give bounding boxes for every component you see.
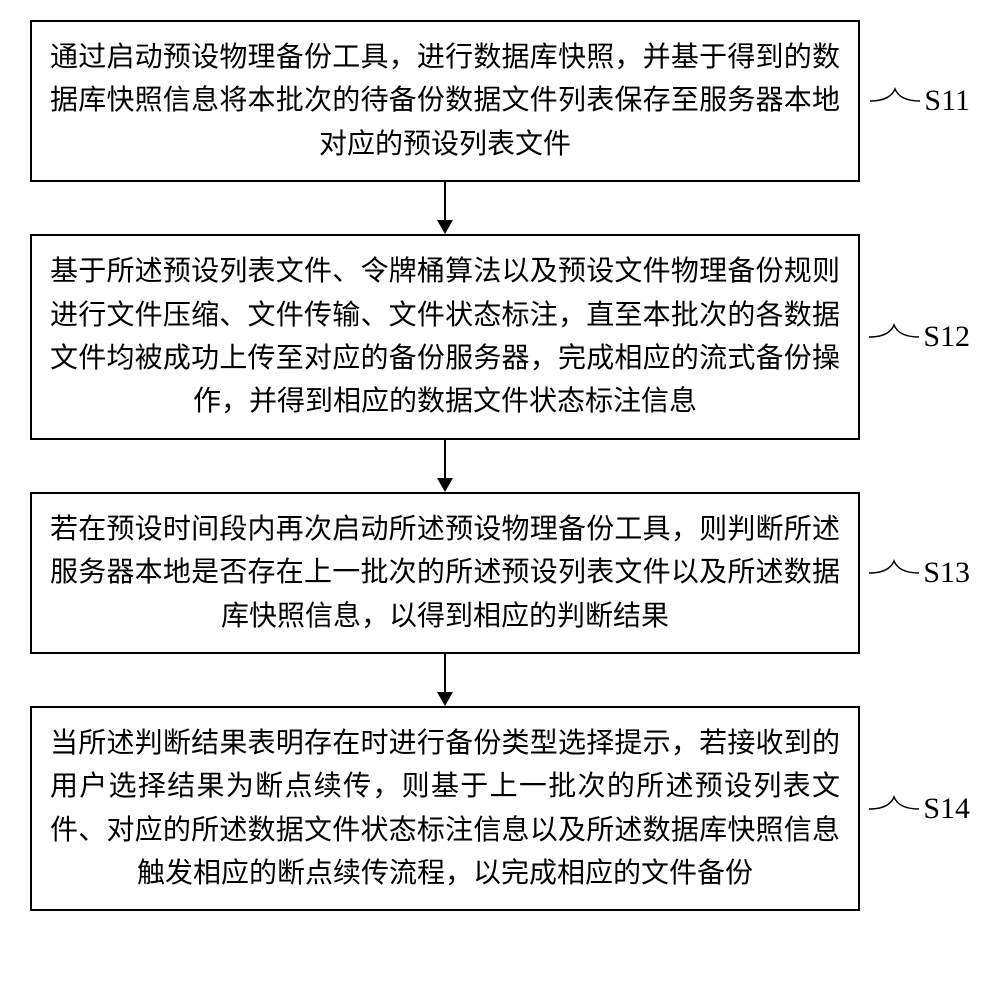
flowchart-step: 当所述判断结果表明存在时进行备份类型选择提示，若接收到的用户选择结果为断点续传，… bbox=[30, 706, 970, 912]
step-box-s14: 当所述判断结果表明存在时进行备份类型选择提示，若接收到的用户选择结果为断点续传，… bbox=[30, 706, 860, 912]
flowchart-arrow bbox=[30, 654, 860, 706]
step-box-s13: 若在预设时间段内再次启动所述预设物理备份工具，则判断所述服务器本地是否存在上一批… bbox=[30, 492, 860, 654]
flowchart-step: 基于所述预设列表文件、令牌桶算法以及预设文件物理备份规则进行文件压缩、文件传输、… bbox=[30, 234, 970, 440]
step-box-s11: 通过启动预设物理备份工具，进行数据库快照，并基于得到的数据库快照信息将本批次的待… bbox=[30, 20, 860, 182]
connector-curve-icon bbox=[869, 317, 919, 357]
step-box-s12: 基于所述预设列表文件、令牌桶算法以及预设文件物理备份规则进行文件压缩、文件传输、… bbox=[30, 234, 860, 440]
step-label: S11 bbox=[920, 84, 970, 118]
step-text: 基于所述预设列表文件、令牌桶算法以及预设文件物理备份规则进行文件压缩、文件传输、… bbox=[50, 256, 840, 417]
step-text: 若在预设时间段内再次启动所述预设物理备份工具，则判断所述服务器本地是否存在上一批… bbox=[50, 514, 840, 632]
step-label-col: S13 bbox=[860, 553, 970, 593]
connector-curve-icon bbox=[869, 553, 919, 593]
arrow-down-icon bbox=[433, 182, 457, 234]
connector-curve-icon bbox=[870, 81, 920, 121]
flowchart-step: 通过启动预设物理备份工具，进行数据库快照，并基于得到的数据库快照信息将本批次的待… bbox=[30, 20, 970, 182]
step-label: S14 bbox=[919, 792, 970, 826]
step-text: 通过启动预设物理备份工具，进行数据库快照，并基于得到的数据库快照信息将本批次的待… bbox=[50, 42, 840, 160]
flowchart-arrow bbox=[30, 182, 860, 234]
step-label-col: S14 bbox=[860, 789, 970, 829]
flowchart-step: 若在预设时间段内再次启动所述预设物理备份工具，则判断所述服务器本地是否存在上一批… bbox=[30, 492, 970, 654]
arrow-down-icon bbox=[433, 440, 457, 492]
step-label: S13 bbox=[919, 556, 970, 590]
step-label-col: S11 bbox=[860, 81, 970, 121]
flowchart-container: 通过启动预设物理备份工具，进行数据库快照，并基于得到的数据库快照信息将本批次的待… bbox=[30, 20, 970, 911]
flowchart-arrow bbox=[30, 440, 860, 492]
step-label: S12 bbox=[919, 320, 970, 354]
step-label-col: S12 bbox=[860, 317, 970, 357]
arrow-down-icon bbox=[433, 654, 457, 706]
connector-curve-icon bbox=[869, 789, 919, 829]
step-text: 当所述判断结果表明存在时进行备份类型选择提示，若接收到的用户选择结果为断点续传，… bbox=[50, 728, 840, 889]
